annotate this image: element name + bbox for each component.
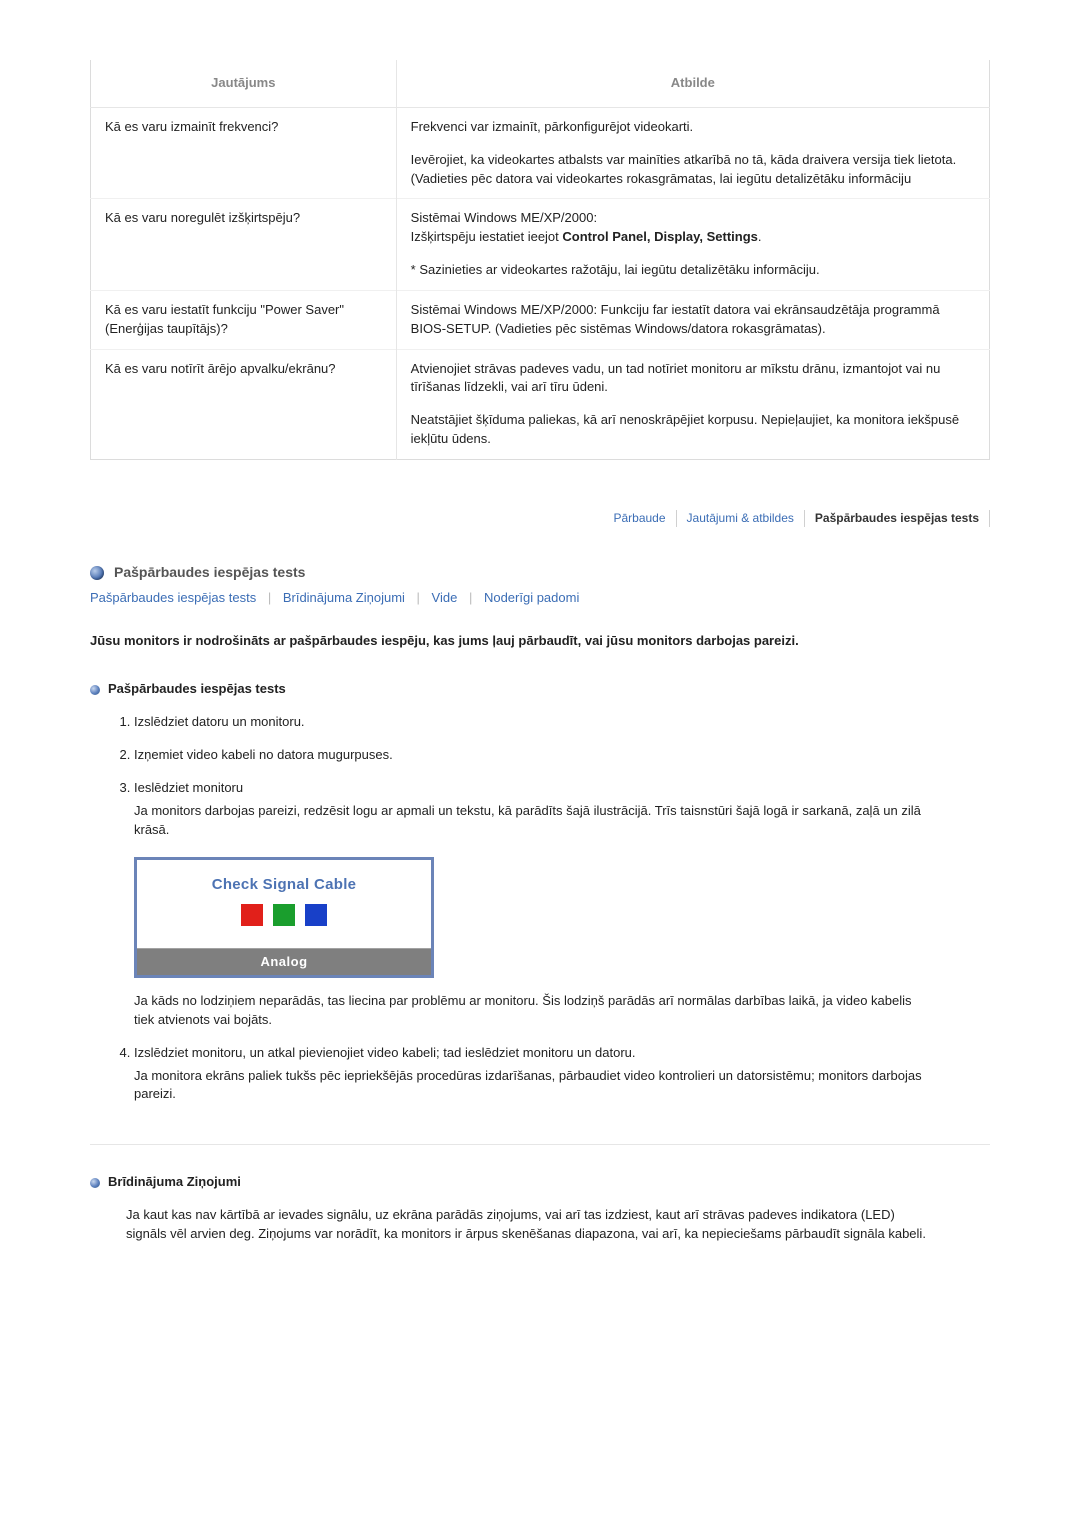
table-row: Kā es varu notīrīt ārējo apvalku/ekrānu?…: [91, 349, 990, 459]
signal-title: Check Signal Cable: [137, 860, 431, 902]
answer-cell: Sistēmai Windows ME/XP/2000:Izšķirtspēju…: [396, 199, 989, 291]
crumb-link[interactable]: Pašpārbaudes iespējas tests: [90, 590, 256, 605]
table-row: Kā es varu iestatīt funkciju "Power Save…: [91, 290, 990, 349]
table-row: Kā es varu izmainīt frekvenci?Frekvenci …: [91, 107, 990, 199]
bullet-icon: [90, 685, 100, 695]
bullet-icon: [90, 1178, 100, 1188]
section-title: Pašpārbaudes iespējas tests: [114, 562, 305, 582]
steps-list: Izslēdziet datoru un monitoru. Izņemiet v…: [114, 713, 990, 1104]
subheading-warnings-label: Brīdinājuma Ziņojumi: [108, 1173, 241, 1192]
color-square: [273, 904, 295, 926]
list-item: Izslēdziet monitoru, un atkal pievienoji…: [134, 1044, 990, 1105]
qa-header-answer: Atbilde: [396, 60, 989, 107]
tab-item[interactable]: Pārbaude: [603, 510, 676, 527]
subheading-warnings: Brīdinājuma Ziņojumi: [90, 1173, 990, 1192]
color-square: [305, 904, 327, 926]
answer-cell: Atvienojiet strāvas padeves vadu, un tad…: [396, 349, 989, 459]
answer-cell: Sistēmai Windows ME/XP/2000: Funkciju fa…: [396, 290, 989, 349]
sphere-icon: [90, 566, 104, 580]
table-row: Kā es varu noregulēt izšķirtspēju?Sistēm…: [91, 199, 990, 291]
subheading-selftest-label: Pašpārbaudes iespējas tests: [108, 680, 286, 699]
question-cell: Kā es varu noregulēt izšķirtspēju?: [91, 199, 397, 291]
question-cell: Kā es varu izmainīt frekvenci?: [91, 107, 397, 199]
qa-header-question: Jautājums: [91, 60, 397, 107]
tab-bar: PārbaudeJautājumi & atbildesPašpārbaudes…: [90, 510, 990, 527]
color-square: [241, 904, 263, 926]
color-squares: [137, 902, 431, 948]
tab-item[interactable]: Jautājumi & atbildes: [677, 510, 805, 527]
signal-sub-label: Analog: [137, 948, 431, 975]
section-heading: Pašpārbaudes iespējas tests: [90, 562, 990, 582]
subheading-selftest: Pašpārbaudes iespējas tests: [90, 680, 990, 699]
crumb-link[interactable]: Vide: [432, 590, 458, 605]
list-item: Izņemiet video kabeli no datora mugurpus…: [134, 746, 990, 765]
section-intro: Jūsu monitors ir nodrošināts ar pašpārba…: [90, 632, 990, 651]
signal-cable-diagram: Check Signal Cable Analog: [134, 857, 434, 978]
list-item: Izslēdziet datoru un monitoru.: [134, 713, 990, 732]
warning-paragraph: Ja kaut kas nav kārtībā ar ievades signā…: [126, 1206, 990, 1244]
list-item: Ieslēdziet monitoruJa monitors darbojas …: [134, 779, 990, 1030]
crumb-link[interactable]: Noderīgi padomi: [484, 590, 579, 605]
crumb-link[interactable]: Brīdinājuma Ziņojumi: [283, 590, 405, 605]
tab-item[interactable]: Pašpārbaudes iespējas tests: [805, 510, 990, 527]
section-crumbs: Pašpārbaudes iespējas tests | Brīdinājum…: [90, 589, 990, 608]
question-cell: Kā es varu iestatīt funkciju "Power Save…: [91, 290, 397, 349]
question-cell: Kā es varu notīrīt ārējo apvalku/ekrānu?: [91, 349, 397, 459]
qa-table: Jautājums Atbilde Kā es varu izmainīt fr…: [90, 60, 990, 460]
answer-cell: Frekvenci var izmainīt, pārkonfigurējot …: [396, 107, 989, 199]
divider: [90, 1144, 990, 1145]
